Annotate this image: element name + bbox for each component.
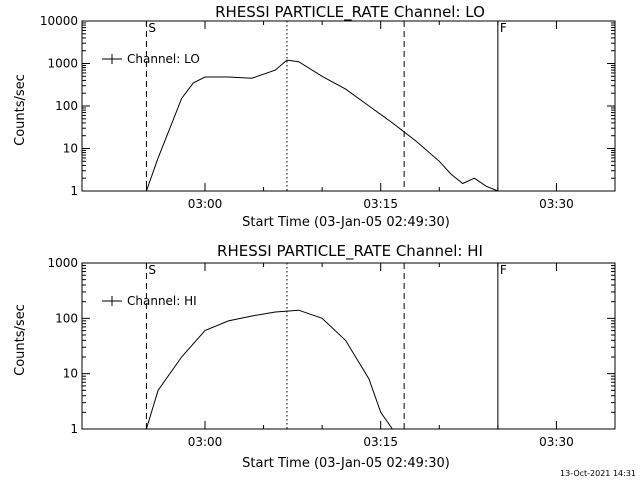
marker-label: S — [148, 21, 156, 35]
legend-label: Channel: HI — [127, 294, 197, 308]
y-tick-label: 100 — [55, 99, 78, 113]
marker-label: F — [500, 21, 507, 35]
plot-frame — [81, 262, 616, 430]
marker-label: F — [500, 263, 507, 277]
x-tick-label: 03:00 — [188, 435, 223, 449]
timestamp: 13-Oct-2021 14:31 — [560, 469, 636, 478]
y-tick-label: 1 — [70, 184, 78, 198]
chart-title-lo: RHESSI PARTICLE_RATE Channel: LO — [215, 3, 485, 22]
y-tick-label: 1000 — [47, 57, 78, 71]
y-tick-label: 10 — [63, 142, 78, 156]
series-line — [145, 309, 393, 430]
x-tick-label: 03:00 — [188, 197, 223, 211]
y-tick-label: 1000 — [47, 256, 78, 270]
x-tick-label: 03:15 — [363, 435, 398, 449]
y-tick-label: 1 — [70, 422, 78, 436]
panel-hi: RHESSI PARTICLE_RATE Channel: HI Start T… — [13, 242, 616, 471]
y-tick-label: 10 — [63, 367, 78, 381]
legend-label: Channel: LO — [127, 52, 200, 66]
x-tick-label: 03:30 — [539, 197, 574, 211]
marker-label: S — [148, 263, 156, 277]
x-axis-label-hi: Start Time (03-Jan-05 02:49:30) — [242, 456, 450, 471]
y-axis-label-lo: Counts/sec — [13, 74, 28, 146]
x-axis-label-lo: Start Time (03-Jan-05 02:49:30) — [242, 215, 450, 230]
chart-title-hi: RHESSI PARTICLE_RATE Channel: HI — [217, 242, 483, 261]
plot-frame — [81, 20, 616, 192]
series-line — [145, 59, 499, 192]
y-tick-label: 10000 — [40, 14, 78, 28]
x-tick-label: 03:15 — [363, 197, 398, 211]
y-axis-label-hi: Counts/sec — [13, 304, 28, 376]
x-tick-label: 03:30 — [539, 435, 574, 449]
panel-lo: RHESSI PARTICLE_RATE Channel: LO Start T… — [13, 3, 616, 230]
y-tick-label: 100 — [55, 311, 78, 325]
